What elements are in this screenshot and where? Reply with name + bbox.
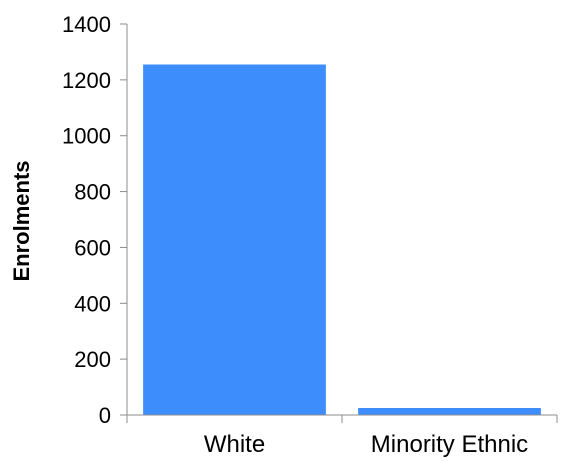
x-axis: White Minority Ethnic bbox=[126, 414, 558, 458]
y-tick-label: 0 bbox=[99, 403, 111, 428]
bar-white bbox=[143, 64, 326, 415]
y-tick-label: 800 bbox=[74, 180, 111, 205]
y-tick-label: 600 bbox=[74, 235, 111, 260]
y-tick-label: 1000 bbox=[62, 124, 111, 149]
bars bbox=[143, 64, 541, 415]
y-tick-label: 1200 bbox=[62, 68, 111, 93]
bar-minority-ethnic bbox=[358, 408, 541, 415]
y-axis: 0 200 400 600 800 1000 1200 1400 bbox=[62, 12, 128, 428]
x-category-label: Minority Ethnic bbox=[371, 431, 528, 458]
y-tick-label: 400 bbox=[74, 291, 111, 316]
x-category-label: White bbox=[204, 431, 265, 458]
y-axis-title: Enrolments bbox=[9, 160, 34, 281]
y-tick-label: 1400 bbox=[62, 12, 111, 37]
y-tick-label: 200 bbox=[74, 347, 111, 372]
